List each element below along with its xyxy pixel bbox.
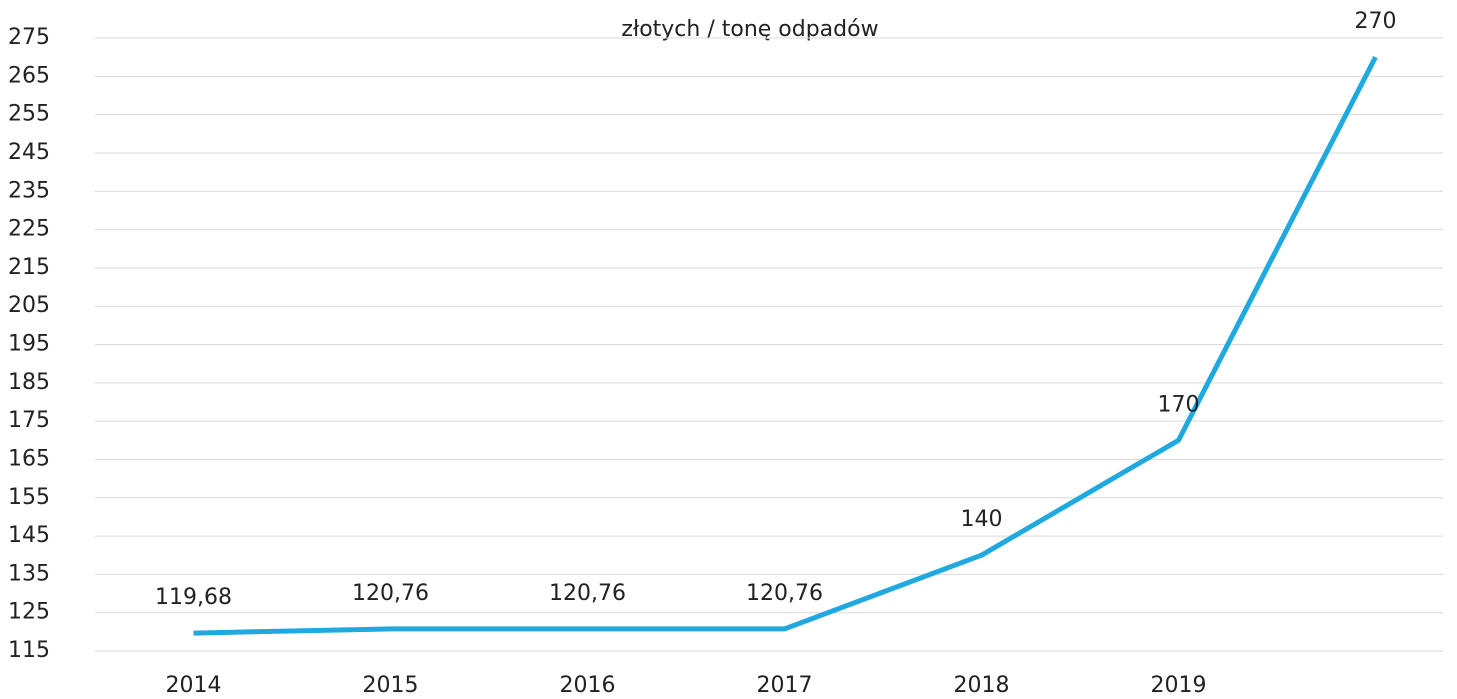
x-tick-label: 2015 <box>363 673 419 698</box>
y-tick-label: 115 <box>8 638 50 663</box>
data-label: 119,68 <box>155 585 232 610</box>
data-label: 120,76 <box>746 581 823 606</box>
line <box>193 56 1378 636</box>
y-tick-label: 125 <box>8 600 50 625</box>
y-tick-label: 155 <box>8 485 50 510</box>
y-tick-label: 185 <box>8 370 50 395</box>
y-tick-label: 225 <box>8 217 50 242</box>
y-tick-label: 145 <box>8 523 50 548</box>
y-tick-label: 275 <box>8 25 50 50</box>
x-tick-label: 2019 <box>1151 673 1207 698</box>
data-label: 140 <box>961 507 1003 532</box>
data-label: 120,76 <box>352 581 429 606</box>
x-tick-label: 2017 <box>757 673 813 698</box>
data-label: 170 <box>1158 392 1200 417</box>
y-tick-label: 235 <box>8 178 50 203</box>
x-tick-label: 2018 <box>954 673 1010 698</box>
y-tick-label: 175 <box>8 408 50 433</box>
y-tick-label: 215 <box>8 255 50 280</box>
y-tick-label: 265 <box>8 63 50 88</box>
y-tick-label: 255 <box>8 102 50 127</box>
x-tick-label: 2014 <box>166 673 222 698</box>
y-tick-label: 135 <box>8 561 50 586</box>
data-label: 120,76 <box>549 581 626 606</box>
y-tick-label: 245 <box>8 140 50 165</box>
y-tick-label: 165 <box>8 446 50 471</box>
y-tick-label: 205 <box>8 293 50 318</box>
x-tick-label: 2016 <box>560 673 616 698</box>
y-tick-label: 195 <box>8 332 50 357</box>
data-label: 270 <box>1355 9 1397 34</box>
